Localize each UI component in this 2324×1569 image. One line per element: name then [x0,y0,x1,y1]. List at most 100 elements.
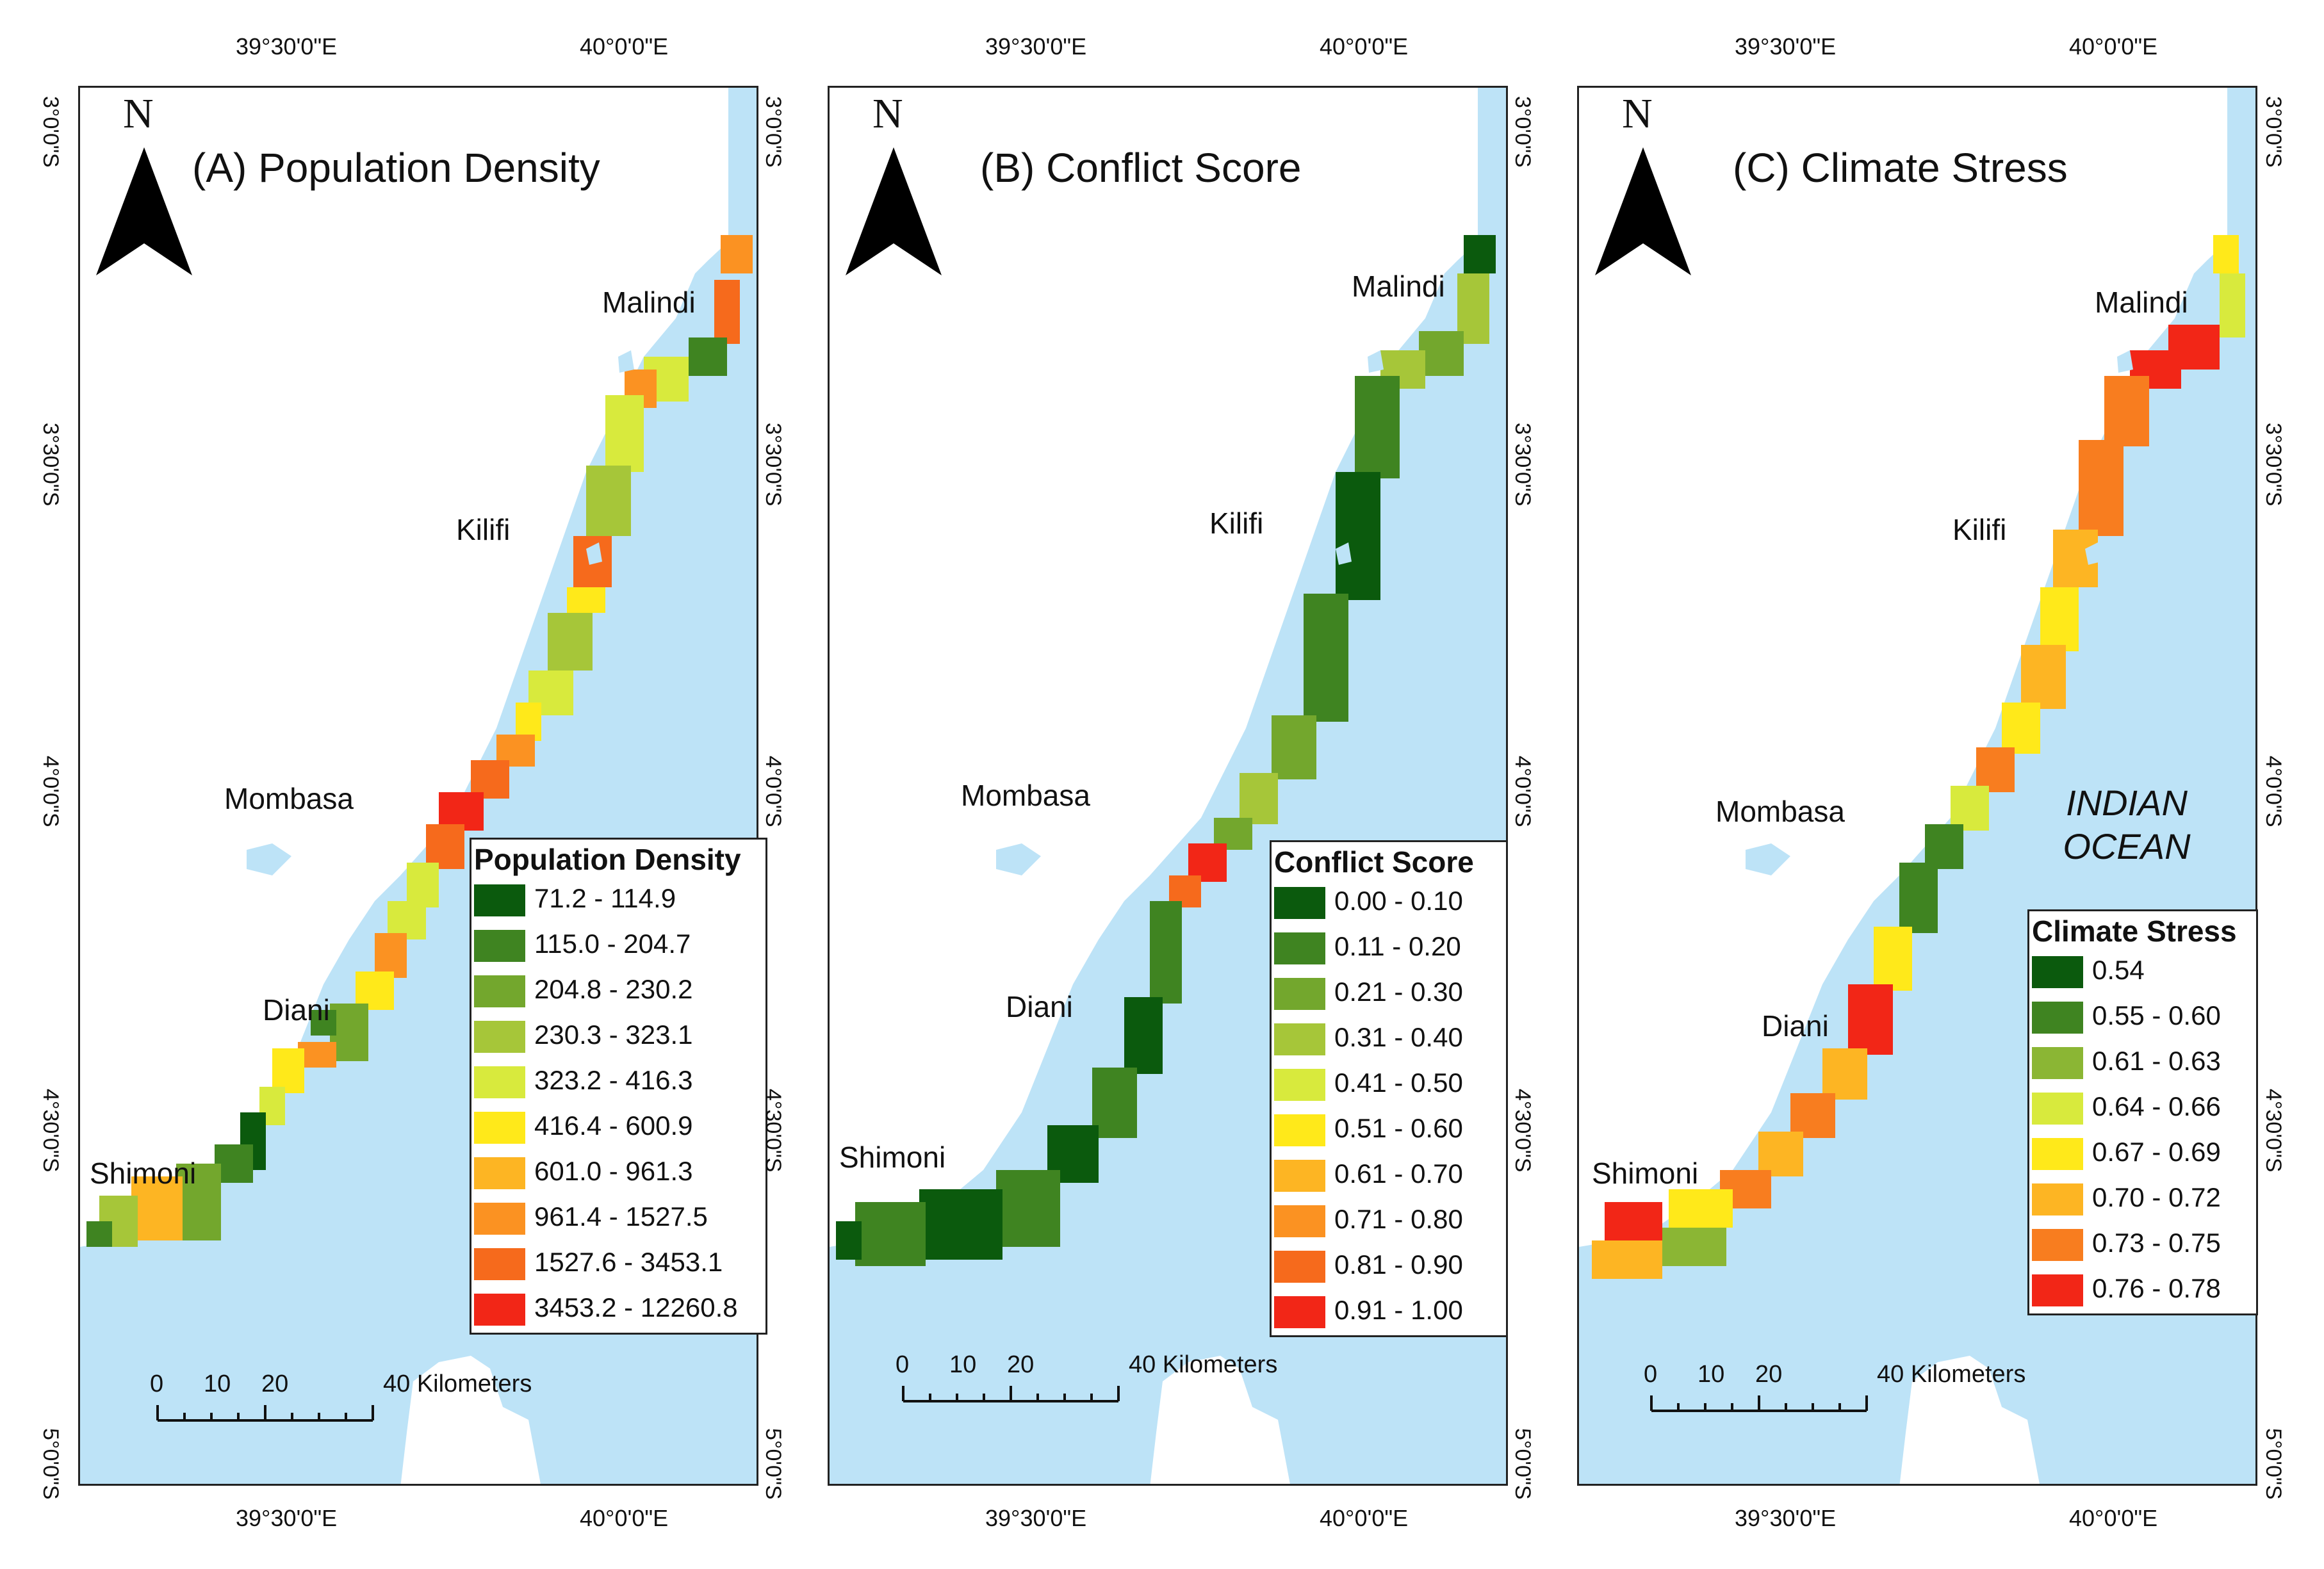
legend-swatch [474,975,525,1007]
legend-swatch [1274,887,1325,919]
panel-title: (C) Climate Stress [1733,145,2068,191]
place-label-mombasa: Mombasa [1715,795,1845,828]
latitude-label-right: 5°0'0"S [2261,1428,2286,1500]
north-arrow: N [846,90,942,288]
legend-swatch [1274,932,1325,964]
scale-bar: 0 10 20 40 Kilometers [1644,1361,2025,1438]
north-arrow-label: N [123,90,154,137]
legend-label: 416.4 - 600.9 [534,1110,693,1141]
longitude-label-top: 40°0'0"E [2069,33,2158,60]
legend-item: 0.41 - 0.50 [1272,1062,1506,1108]
longitude-label-bottom: 39°30'0"E [236,1505,338,1531]
latitude-label-left: 4°30'0"S [38,1089,63,1173]
legend-swatch [1274,1160,1325,1192]
legend-label: 601.0 - 961.3 [534,1156,693,1186]
legend-swatch [1274,1205,1325,1237]
latitude-label-right: 4°30'0"S [2261,1089,2286,1173]
legend-item: 1527.6 - 3453.1 [471,1242,765,1287]
legend-label: 0.76 - 0.78 [2092,1273,2221,1303]
north-arrow-label: N [1622,90,1653,137]
legend-label: 0.31 - 0.40 [1334,1022,1463,1052]
legend-item: 204.8 - 230.2 [471,969,765,1014]
place-label-malindi: Malindi [2095,286,2188,319]
coastal-grid-cells [836,235,1496,1266]
scale-tick-40: 40 Kilometers [1129,1351,1278,1378]
coastline-map [1579,88,2245,1484]
longitude-label-top: 40°0'0"E [580,33,669,60]
map-panel-conflict-score: 39°30'0"E 40°0'0"E 39°30'0"E 40°0'0"E [749,0,1535,1569]
legend-label: 0.61 - 0.70 [1334,1158,1463,1189]
longitude-label-bottom: 40°0'0"E [1320,1505,1409,1531]
scale-tick-20: 20 [261,1370,289,1397]
scale-tick-10: 10 [204,1370,231,1397]
legend-label: 0.71 - 0.80 [1334,1204,1463,1234]
scale-tick-0: 0 [1644,1361,1658,1388]
legend-title: Climate Stress [2032,915,2237,948]
place-label-mombasa: Mombasa [961,779,1090,812]
longitude-label-top: 39°30'0"E [985,33,1087,60]
legend-label: 0.61 - 0.63 [2092,1046,2221,1076]
legend-swatch [474,1157,525,1189]
legend-label: 0.91 - 1.00 [1334,1295,1463,1325]
scale-bar: 0 10 20 40 Kilometers [150,1370,532,1447]
legend-swatch [474,1294,525,1326]
legend-item: 0.71 - 0.80 [1272,1199,1506,1244]
scale-tick-20: 20 [1755,1361,1783,1388]
place-label-shimoni: Shimoni [839,1141,946,1174]
legend-swatch [474,930,525,962]
latitude-label-left: 5°0'0"S [38,1428,63,1500]
legend-title: Conflict Score [1274,845,1474,879]
map-panel-climate-stress: 39°30'0"E 40°0'0"E 39°30'0"E 40°0'0"E [1499,0,2286,1569]
legend-label: 0.70 - 0.72 [2092,1182,2221,1212]
panel-title: (B) Conflict Score [980,145,1302,191]
coastal-grid-cells [1592,235,2245,1279]
place-label-malindi: Malindi [1352,270,1445,303]
coastline-map [830,88,1496,1484]
legend-item: 601.0 - 961.3 [471,1151,765,1196]
legend-item: 0.73 - 0.75 [2029,1223,2256,1268]
legend-label: 0.55 - 0.60 [2092,1000,2221,1030]
legend-label: 115.0 - 204.7 [534,929,691,959]
scale-bar: 0 10 20 40 Kilometers [896,1351,1277,1428]
legend: Conflict Score 0.00 - 0.10 0.11 - 0.20 0.2… [1270,840,1508,1337]
legend: Climate Stress 0.54 0.55 - 0.60 0.61 - 0.6… [2027,909,2258,1315]
legend-item: 0.31 - 0.40 [1272,1017,1506,1062]
legend-label: 0.81 - 0.90 [1334,1249,1463,1280]
legend-swatch [474,884,525,916]
legend-item: 0.67 - 0.69 [2029,1132,2256,1177]
legend-item: 0.70 - 0.72 [2029,1177,2256,1223]
legend-swatch [2032,1229,2083,1261]
latitude-label-left: 3°0'0"S [38,96,63,168]
ocean-label-line-1: INDIAN [2066,783,2188,823]
legend-swatch [474,1112,525,1144]
legend-item: 0.61 - 0.63 [2029,1041,2256,1086]
legend-label: 0.54 [2092,955,2145,985]
legend-swatch [2032,1002,2083,1034]
ocean-label: INDIAN OCEAN [2043,781,2210,868]
legend-item: 416.4 - 600.9 [471,1105,765,1151]
scale-tick-10: 10 [1698,1361,1725,1388]
legend-swatch [1274,1251,1325,1283]
longitude-label-bottom: 39°30'0"E [985,1505,1087,1531]
scale-tick-40: 40 Kilometers [1877,1361,2026,1388]
legend-item: 230.3 - 323.1 [471,1014,765,1060]
scale-tick-20: 20 [1007,1351,1035,1378]
legend-label: 1527.6 - 3453.1 [534,1247,723,1277]
latitude-label-left: 3°30'0"S [38,423,63,507]
legend-label: 230.3 - 323.1 [534,1020,693,1050]
longitude-label-top: 40°0'0"E [1320,33,1409,60]
north-arrow: N [1595,90,1691,288]
legend-label: 0.67 - 0.69 [2092,1137,2221,1167]
legend-label: 0.73 - 0.75 [2092,1228,2221,1258]
legend-item: 0.81 - 0.90 [1272,1244,1506,1290]
scale-tick-10: 10 [949,1351,977,1378]
legend-swatch [2032,956,2083,988]
legend-swatch [474,1248,525,1280]
north-arrow-label: N [872,90,903,137]
legend-swatch [2032,1138,2083,1170]
place-label-diani: Diani [263,993,330,1027]
legend-label: 0.64 - 0.66 [2092,1091,2221,1121]
legend-item: 0.64 - 0.66 [2029,1086,2256,1132]
legend-item: 961.4 - 1527.5 [471,1196,765,1242]
legend-item: 0.76 - 0.78 [2029,1268,2256,1313]
